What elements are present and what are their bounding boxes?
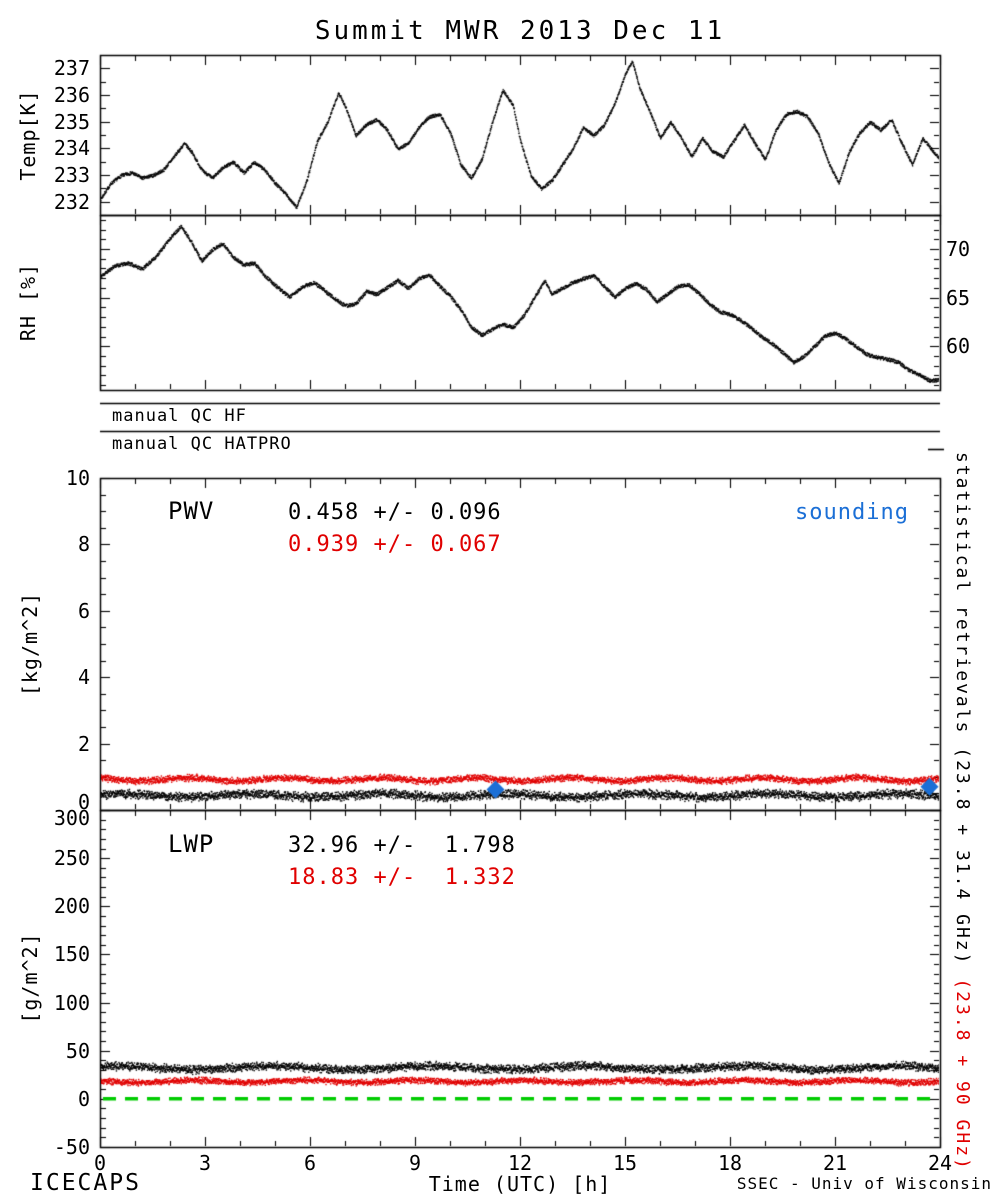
retrieval-freqs-label-red: (23.8 + 90 GHz)	[952, 965, 973, 1171]
x-tick-label: 18	[717, 1151, 743, 1175]
lwp-stats-red: 18.83 +/- 1.332	[288, 865, 516, 890]
temp-y-tick-label: 236	[53, 83, 90, 107]
rh-y-tick-label: 70	[946, 237, 971, 261]
rh-y-tick-label: 60	[946, 334, 971, 358]
x-tick-label: 0	[93, 1151, 107, 1175]
lwp-y-tick-label: 100	[53, 991, 90, 1015]
pwv-y-tick-label: 4	[77, 665, 90, 689]
lwp-y-tick-label: 300	[53, 806, 90, 830]
right-axis-annotation: statistical retrievals (23.8 + 31.4 GHz)…	[952, 452, 973, 1171]
chart-title: Summit MWR 2013 Dec 11	[314, 16, 726, 46]
temp-y-tick-label: 232	[53, 190, 90, 214]
x-tick-label: 24	[927, 1151, 953, 1175]
pwv-panel-title: PWV	[168, 497, 215, 525]
lwp-y-tick-label: -50	[53, 1135, 90, 1159]
x-tick-label: 9	[408, 1151, 422, 1175]
x-tick-label: 15	[612, 1151, 638, 1175]
x-tick-label: 21	[822, 1151, 848, 1175]
x-tick-label: 12	[507, 1151, 533, 1175]
lwp-stats-black: 32.96 +/- 1.798	[288, 833, 516, 858]
pwv-y-tick-label: 6	[77, 599, 90, 623]
pwv-stats-red: 0.939 +/- 0.067	[288, 532, 502, 557]
lwp-y-tick-label: 0	[77, 1087, 90, 1111]
retrieval-freqs-label-black: statistical retrievals (23.8 + 31.4 GHz)	[952, 452, 973, 966]
temp-y-tick-label: 237	[53, 56, 90, 80]
lwp-y-tick-label: 200	[53, 894, 90, 918]
rh-axis-label: RH [%]	[16, 262, 40, 342]
pwv-y-tick-label: 10	[65, 466, 90, 490]
x-tick-label: 3	[198, 1151, 212, 1175]
temp-y-tick-label: 234	[53, 136, 90, 160]
temp-y-tick-label: 233	[53, 163, 90, 187]
lwp-y-tick-label: 250	[53, 846, 90, 870]
rh-y-tick-label: 65	[946, 286, 971, 310]
pwv-y-tick-label: 0	[77, 790, 90, 814]
lwp-y-tick-label: 50	[65, 1039, 90, 1063]
temp-y-tick-label: 235	[53, 110, 90, 134]
lwp-y-tick-label: 150	[53, 942, 90, 966]
x-tick-label: 6	[303, 1151, 317, 1175]
project-name: ICECAPS	[30, 1170, 141, 1196]
lwp-panel-title: LWP	[168, 830, 215, 858]
pwv-stats-black: 0.458 +/- 0.096	[288, 500, 502, 525]
qc-hatpro-label: manual QC HATPRO	[112, 434, 292, 454]
credit-text: SSEC - Univ of Wisconsin	[736, 1174, 992, 1193]
pwv-y-tick-label: 8	[77, 532, 90, 556]
x-axis-label: Time (UTC) [h]	[428, 1172, 612, 1196]
pwv-y-tick-label: 2	[77, 732, 90, 756]
sounding-legend: sounding	[795, 500, 909, 525]
qc-hf-label: manual QC HF	[112, 406, 247, 426]
